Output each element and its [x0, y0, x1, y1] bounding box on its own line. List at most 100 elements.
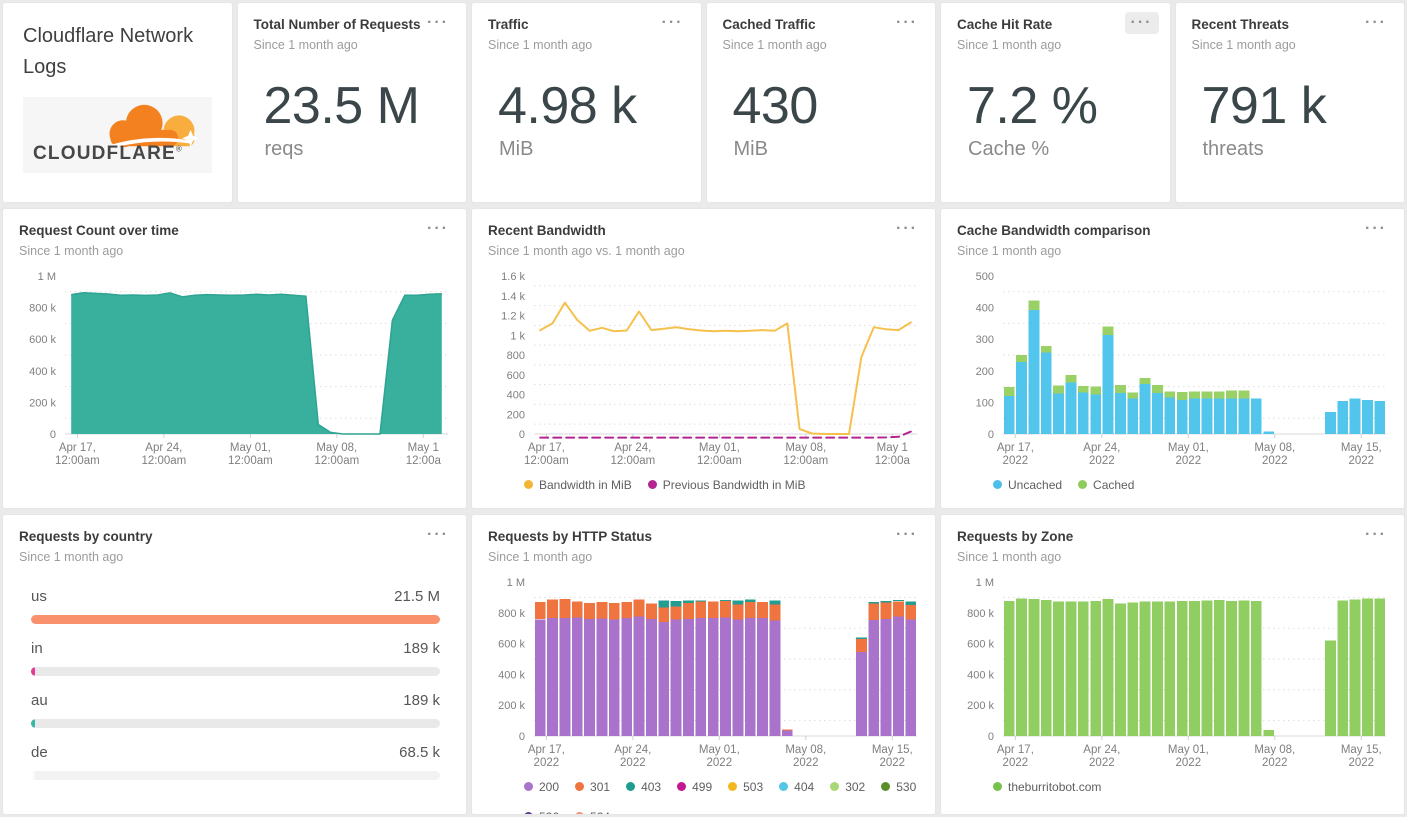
chart-legend: Bandwidth in MiB Previous Bandwidth in Mi… [524, 478, 919, 492]
dashboard-title: Cloudflare Network Logs [23, 25, 194, 78]
legend-item-403[interactable]: 403 [626, 780, 661, 794]
panel-request-count-over-time: Request Count over time Since 1 month ago… [3, 209, 466, 508]
legend-item-503[interactable]: 503 [728, 780, 763, 794]
panel-subtitle: Since 1 month ago [488, 549, 593, 564]
svg-text:600 k: 600 k [29, 334, 56, 346]
panel-requests-by-http-status: Requests by HTTP Status Since 1 month ago… [472, 515, 935, 814]
svg-text:1.2 k: 1.2 k [501, 310, 525, 322]
country-value: 21.5 M [394, 587, 440, 605]
legend-label: Cached [1093, 477, 1135, 492]
stat-title: Cache Hit Rate [957, 17, 1053, 32]
svg-text:1 M: 1 M [976, 577, 994, 589]
country-label: de [31, 743, 48, 761]
svg-text:1.6 k: 1.6 k [501, 271, 525, 283]
legend-dot-icon [524, 782, 533, 792]
legend-label: 301 [590, 779, 611, 794]
chart-canvas: 0 200 k 400 k 600 k 800 k 1 M Apr 17, 12:00am Ap… [29, 271, 448, 467]
panel-menu-button[interactable]: ··· [896, 14, 918, 31]
legend-item-404[interactable]: 404 [779, 780, 814, 794]
panel-menu-button[interactable]: ··· [1365, 526, 1387, 543]
stat-unit: reqs [264, 137, 304, 160]
svg-text:600 k: 600 k [967, 638, 994, 650]
country-row: de 68.5 k [19, 744, 450, 780]
legend-item-previous-bandwidth-in-mib[interactable]: Previous Bandwidth in MiB [647, 477, 806, 492]
legend-item-526[interactable]: 526 [524, 810, 559, 814]
legend-item-200[interactable]: 200 [524, 780, 559, 794]
stat-subtitle: Since 1 month ago [488, 37, 593, 52]
country-bar-track [31, 666, 440, 676]
charts-row-1: Request Count over time Since 1 month ago… [3, 209, 1404, 508]
svg-text:1 M: 1 M [38, 271, 56, 283]
panel-subtitle: Since 1 month ago [957, 243, 1062, 258]
legend-dot-icon [881, 782, 891, 792]
panel-menu-button[interactable]: ··· [1124, 12, 1159, 34]
svg-text:May 08,2022: May 08, 2022 [1254, 442, 1295, 467]
legend-item-302[interactable]: 302 [830, 780, 865, 794]
panel-menu-button[interactable]: ··· [896, 526, 918, 543]
svg-text:200 k: 200 k [498, 700, 525, 712]
stat-card-cache-hit-rate: Cache Hit Rate Since 1 month ago ··· 7.2 % C… [941, 3, 1170, 202]
panel-menu-button[interactable]: ··· [1365, 14, 1387, 31]
legend-label: 503 [743, 779, 764, 794]
legend-item-524[interactable]: 524 [575, 810, 610, 814]
country-label: in [31, 639, 43, 657]
country-bar-track [31, 770, 440, 780]
legend-label: 530 [896, 779, 917, 794]
panel-menu-button[interactable]: ··· [427, 14, 449, 31]
chart-canvas: 0 200 k 400 k 600 k 800 k 1 M Apr 17, 2022 Apr 2… [967, 577, 1386, 769]
stat-value: 23.5 M [263, 76, 420, 135]
cloudflare-wordmark: CLOUDFLARE® [33, 143, 183, 164]
legend-label: Previous Bandwidth in MiB [662, 477, 806, 492]
stat-value: 791 k [1201, 76, 1327, 135]
stat-title: Traffic [488, 17, 529, 32]
panel-menu-button[interactable]: ··· [427, 220, 449, 237]
svg-text:May 01,12:00am: May 01, 12:00am [228, 442, 273, 467]
legend-label: Bandwidth in MiB [539, 477, 632, 492]
panel-menu-button[interactable]: ··· [427, 526, 449, 543]
country-bar-track [31, 614, 440, 624]
country-row: au 189 k [19, 692, 450, 728]
svg-text:200: 200 [976, 366, 994, 378]
country-bar-fill [31, 718, 35, 728]
svg-text:200: 200 [507, 409, 525, 421]
panel-title: Request Count over time [19, 223, 179, 238]
country-value: 189 k [403, 691, 440, 709]
chart-canvas: 0 200 k 400 k 600 k 800 k 1 M Apr 17, 2022 Apr 2… [498, 577, 917, 769]
panel-subtitle: Since 1 month ago [19, 549, 124, 564]
svg-text:Apr 17,2022: Apr 17, 2022 [997, 744, 1034, 769]
svg-text:Apr 24,2022: Apr 24, 2022 [614, 744, 651, 769]
chart-legend: 200 301 403 499 503 404 302 530 526 524 [524, 780, 919, 814]
legend-item-301[interactable]: 301 [575, 780, 610, 794]
panel-menu-button[interactable]: ··· [661, 14, 684, 31]
panel-menu-button[interactable]: ··· [1365, 220, 1387, 237]
svg-text:400 k: 400 k [498, 669, 525, 681]
legend-item-uncached[interactable]: Uncached [993, 478, 1062, 492]
legend-item-530[interactable]: 530 [881, 780, 916, 794]
svg-text:May 08,2022: May 08, 2022 [1254, 744, 1295, 769]
svg-text:May 08,2022: May 08, 2022 [785, 744, 826, 769]
stat-card-cached-traffic: Cached Traffic Since 1 month ago ··· 430 MiB [706, 3, 935, 202]
legend-dot-icon [524, 812, 533, 814]
country-row: in 189 k [19, 640, 450, 676]
svg-text:1.4 k: 1.4 k [501, 291, 525, 303]
svg-text:500: 500 [976, 271, 994, 283]
legend-dot-icon [524, 480, 533, 490]
panel-title: Requests by Zone [957, 529, 1074, 544]
legend-item-499[interactable]: 499 [677, 780, 712, 794]
svg-text:May 01,2022: May 01, 2022 [1168, 442, 1209, 467]
panel-menu-button[interactable]: ··· [896, 220, 918, 237]
panel-cache-bandwidth-comparison: Cache Bandwidth comparison Since 1 month … [941, 209, 1404, 508]
stat-unit: Cache % [968, 137, 1050, 160]
panel-requests-by-zone: Requests by Zone Since 1 month ago ··· 0 200… [941, 515, 1404, 814]
country-row-header: de 68.5 k [31, 744, 440, 761]
legend-item-theburritobot-com[interactable]: theburritobot.com [993, 780, 1101, 794]
legend-label: 404 [794, 779, 815, 794]
legend-label: Uncached [1008, 477, 1063, 492]
legend-dot-icon [575, 812, 585, 814]
svg-text:May 112:00a: May 1 12:00a [406, 442, 442, 467]
legend-item-bandwidth-in-mib[interactable]: Bandwidth in MiB [524, 478, 632, 492]
svg-text:800 k: 800 k [967, 608, 994, 620]
svg-text:0: 0 [519, 429, 525, 441]
legend-item-cached[interactable]: Cached [1078, 478, 1134, 492]
